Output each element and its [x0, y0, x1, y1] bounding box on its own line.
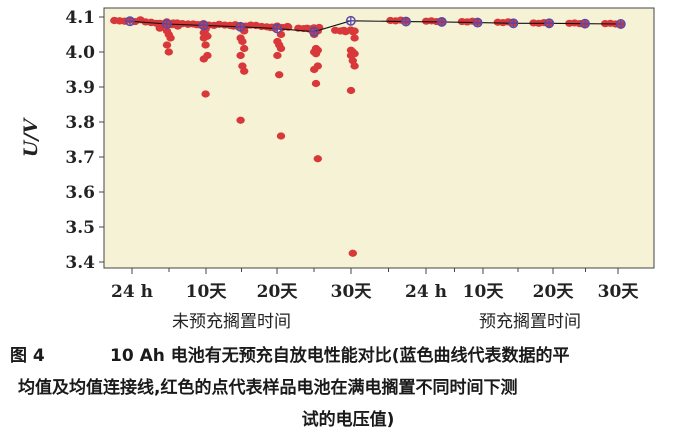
red-data-point [240, 67, 249, 75]
red-data-point [350, 62, 359, 70]
caption-line-1: 图 4 10 Ah 电池有无预充自放电性能对比(蓝色曲线代表数据的平 [0, 340, 696, 372]
x-tick-label: 30天 [331, 282, 373, 302]
mean-marker-circle [472, 17, 483, 28]
red-data-point [147, 18, 156, 26]
red-data-point [166, 34, 175, 42]
mean-marker [198, 20, 209, 31]
x-tick-label: 24 h [111, 282, 153, 302]
red-data-point [276, 132, 286, 140]
mean-marker [161, 19, 172, 29]
mean-marker-circle [436, 16, 447, 27]
red-data-point [162, 41, 172, 49]
mean-marker-circle [272, 23, 283, 34]
mean-marker-circle [615, 19, 626, 29]
caption-text-1: 10 Ah 电池有无预充自放电性能对比(蓝色曲线代表数据的平 [110, 346, 570, 366]
x-tick-label: 30天 [598, 282, 640, 302]
mean-marker-circle [235, 21, 246, 32]
chart: 4.1 4.0 3.9 3.8 3.7 3.6 3.5 3.4 24 h 10天 20天 30天 24 … [20, 7, 655, 332]
red-data-point [240, 44, 249, 53]
red-data-point [346, 86, 356, 95]
red-data-point [236, 116, 245, 124]
red-data-point [199, 34, 208, 42]
figure-number: 图 4 [10, 346, 45, 366]
red-data-point [350, 27, 359, 35]
y-tick-label: 3.7 [65, 148, 95, 168]
red-data-point [201, 41, 210, 49]
mean-line-layer [125, 15, 626, 37]
red-data-point [339, 26, 348, 34]
caption-line-2: 均值及均值连接线,红色的点代表样品电池在满电搁置不同时间下测 [18, 378, 518, 398]
y-tick-label: 3.6 [65, 183, 95, 203]
red-data-point [238, 37, 247, 46]
red-data-point [276, 44, 286, 53]
mean-connecting-line [129, 20, 621, 33]
red-data-point [201, 90, 210, 98]
y-tick-label: 3.5 [65, 218, 95, 238]
x-tick-label: 10天 [463, 282, 505, 302]
mean-marker [615, 19, 626, 29]
red-data-point [236, 51, 245, 60]
x-tick-label: 20天 [533, 282, 575, 302]
figure-caption: 图 4 10 Ah 电池有无预充自放电性能对比(蓝色曲线代表数据的平 均值及均值连… [0, 340, 696, 436]
red-data-point [350, 34, 359, 42]
mean-marker-circle [544, 18, 555, 29]
mean-marker [401, 16, 411, 27]
mean-marker-circle [198, 20, 209, 31]
red-data-point [183, 20, 193, 28]
y-tick-label: 4.0 [65, 43, 95, 63]
y-tick-label: 3.8 [65, 113, 95, 133]
mean-marker [508, 18, 519, 29]
mean-marker [580, 18, 590, 29]
red-data-point [173, 22, 182, 30]
y-tick-label: 4.1 [65, 8, 95, 28]
mean-marker-circle [508, 18, 519, 29]
mean-marker-circle [345, 15, 356, 26]
red-data-point [311, 50, 321, 58]
red-data-point [313, 155, 322, 163]
x-tick-label: 20天 [257, 282, 299, 302]
mean-marker-circle [125, 16, 135, 27]
mean-marker [345, 15, 356, 26]
tick-labels: 4.1 4.0 3.9 3.8 3.7 3.6 3.5 3.4 24 h 10天 20天 30天 24 … [65, 8, 639, 332]
mean-marker [472, 17, 483, 28]
red-data-point [273, 51, 282, 60]
mean-marker-circle [580, 18, 590, 29]
x-tick-label: 10天 [186, 282, 228, 302]
mean-marker [309, 26, 319, 37]
red-data-point [120, 17, 129, 25]
mean-marker [235, 21, 246, 32]
y-tick-label: 3.4 [65, 253, 95, 273]
red-data-point [348, 249, 357, 257]
mean-marker [544, 18, 555, 29]
red-data-point [164, 48, 173, 56]
y-axis-label: U/V [20, 117, 42, 158]
group-label: 预充搁置时间 [479, 312, 581, 332]
red-data-point [310, 65, 319, 74]
group-label: 未预充搁置时间 [172, 312, 291, 332]
red-data-point [199, 55, 208, 63]
caption-line-3: 试的电压值) [301, 410, 395, 430]
mean-marker [272, 23, 283, 34]
axis-ticks [99, 16, 619, 274]
red-data-point [275, 71, 284, 79]
red-data-point [311, 79, 321, 88]
plot-area [103, 7, 655, 269]
mean-marker [436, 16, 447, 27]
mean-marker-circle [309, 26, 319, 37]
mean-marker-circle [401, 16, 411, 27]
red-data-point [240, 27, 249, 35]
mean-marker-circle [161, 19, 172, 29]
mean-marker [125, 16, 135, 27]
y-tick-label: 3.9 [65, 78, 95, 98]
x-tick-label: 24 h [405, 282, 447, 302]
